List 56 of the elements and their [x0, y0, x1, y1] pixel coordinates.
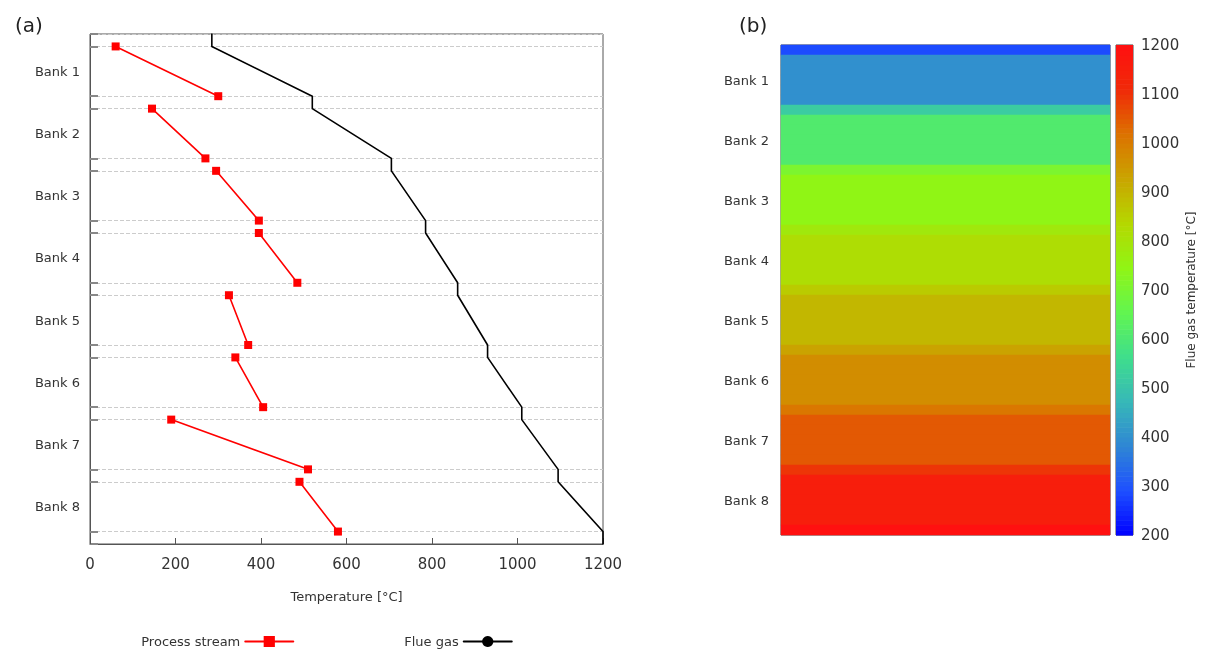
color-bar-label: 1200: [1141, 36, 1180, 54]
color-bar-label: 500: [1141, 379, 1170, 397]
y-tick-label: Bank 4: [723, 252, 769, 268]
point: [201, 154, 210, 163]
color-bar-label: 1000: [1141, 134, 1180, 152]
point: [293, 278, 302, 287]
point: [212, 166, 221, 175]
y-tick-label: Bank 7: [723, 432, 769, 448]
x-tick-label: 1000: [498, 554, 537, 573]
color-bar-label: 400: [1141, 428, 1170, 446]
y-tick-label: Bank 8: [723, 492, 769, 508]
point: [224, 291, 233, 300]
point: [304, 465, 313, 474]
y-tick-label: Bank 5: [34, 312, 80, 328]
y-tick-label: Bank 3: [34, 188, 80, 204]
y-tick-label: Bank 1: [723, 72, 769, 88]
y-tick-label: Bank 3: [723, 192, 769, 208]
point: [254, 216, 263, 225]
color-bar-title: Flue gas temperature [°C]: [1184, 211, 1198, 369]
x-tick-label: 0: [85, 554, 95, 573]
y-tick-label: Bank 6: [723, 372, 769, 388]
y-tick-label: Bank 2: [34, 126, 80, 142]
x-axis-title: Temperature [°C]: [289, 589, 403, 604]
point: [214, 92, 223, 101]
y-tick-label: Bank 6: [34, 374, 80, 390]
color-bar-label: 700: [1141, 281, 1170, 299]
point: [295, 477, 304, 486]
x-tick-label: 200: [161, 554, 190, 573]
point: [333, 527, 342, 536]
x-tick-label: 1200: [583, 554, 623, 573]
y-tick-label: Bank 5: [723, 312, 769, 328]
x-tick-label: 400: [246, 554, 276, 573]
chart-title: (b): [739, 13, 768, 37]
x-tick-label: 800: [417, 554, 447, 573]
legend-label: Process stream: [141, 634, 241, 649]
x-tick-label: 600: [332, 554, 361, 573]
point: [244, 340, 253, 349]
point: [231, 353, 240, 362]
point: [259, 403, 268, 412]
point: [147, 104, 156, 113]
point: [254, 229, 263, 238]
color-bar-label: 1100: [1141, 85, 1180, 103]
color-bar-label: 800: [1141, 232, 1170, 250]
color-bar-label: 300: [1141, 477, 1170, 495]
y-tick-label: Bank 7: [34, 436, 80, 452]
y-tick-label: Bank 8: [34, 499, 80, 515]
y-tick-label: Bank 2: [723, 132, 769, 148]
y-tick-label: Bank 4: [34, 250, 80, 266]
legend-label: Flue gas: [404, 634, 459, 649]
color-bar-label: 200: [1141, 526, 1170, 544]
y-tick-label: Bank 1: [34, 63, 80, 79]
color-bar-label: 600: [1141, 330, 1170, 348]
chart-title: (a): [15, 13, 43, 37]
point: [111, 42, 120, 51]
point: [167, 415, 176, 424]
color-bar-label: 900: [1141, 183, 1170, 201]
